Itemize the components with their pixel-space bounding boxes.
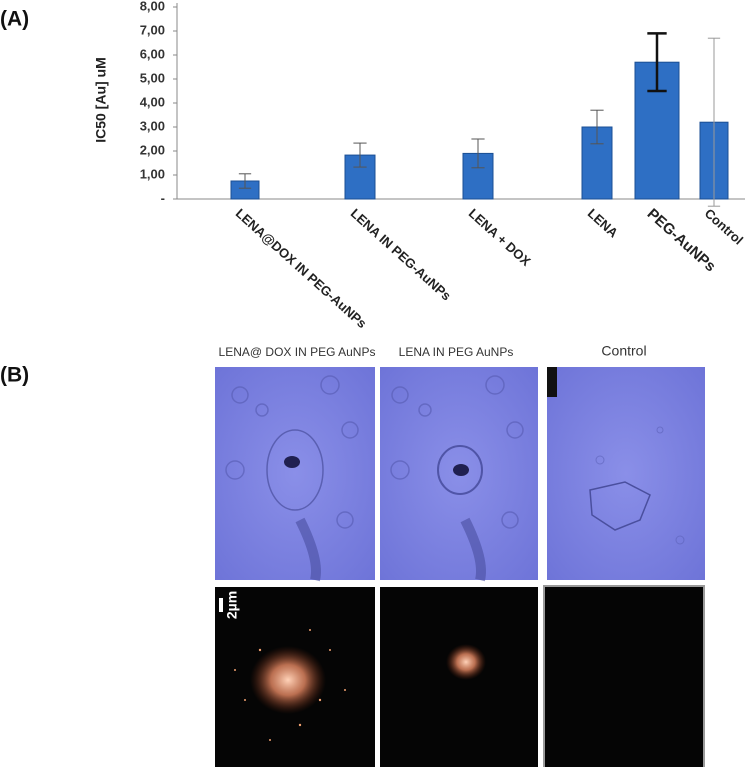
panel-label: (B) [0,364,29,387]
x-tick-label: LENA@DOX IN PEG-AuNPs [233,206,370,331]
error-bar [707,37,721,207]
x-tick-label: Control [702,206,746,248]
image-caption: LENA@ DOX IN PEG AuNPs [219,345,376,359]
y-tick-label: 1,00 [140,166,165,181]
darkfield-image [380,587,538,767]
error-bar [238,173,252,189]
y-tick-label: - [161,190,165,205]
brightfield-image [215,367,375,582]
brightfield-image [547,367,705,580]
panel-label: (A) [0,8,29,31]
error-bar [471,138,485,169]
y-tick-label: 8,00 [140,0,165,13]
error-bar [590,109,604,145]
image-caption: Control [601,343,646,359]
brightfield-image [380,367,538,582]
y-tick-label: 6,00 [140,46,165,61]
darkfield-image: 2µm [215,587,375,767]
y-axis-label: IC50 [Au] uM [93,57,109,143]
error-bar [647,32,667,93]
x-tick-label: LENA IN PEG-AuNPs [348,206,454,304]
bar-chart: - 1,00 2,00 3,00 4,00 5,00 6,00 7,00 8,00 IC50 [A… [93,0,746,331]
y-tick-label: 5,00 [140,70,165,85]
scale-bar-label: 2µm [224,591,240,619]
image-caption: LENA IN PEG AuNPs [399,345,514,359]
error-bar [353,142,367,168]
y-tick-label: 3,00 [140,118,165,133]
y-tick-label: 4,00 [140,94,165,109]
x-tick-label: LENA + DOX [466,206,534,269]
y-tick-label: 7,00 [140,22,165,37]
darkfield-image [543,585,705,767]
x-tick-label: LENA [585,206,622,241]
y-tick-label: 2,00 [140,142,165,157]
